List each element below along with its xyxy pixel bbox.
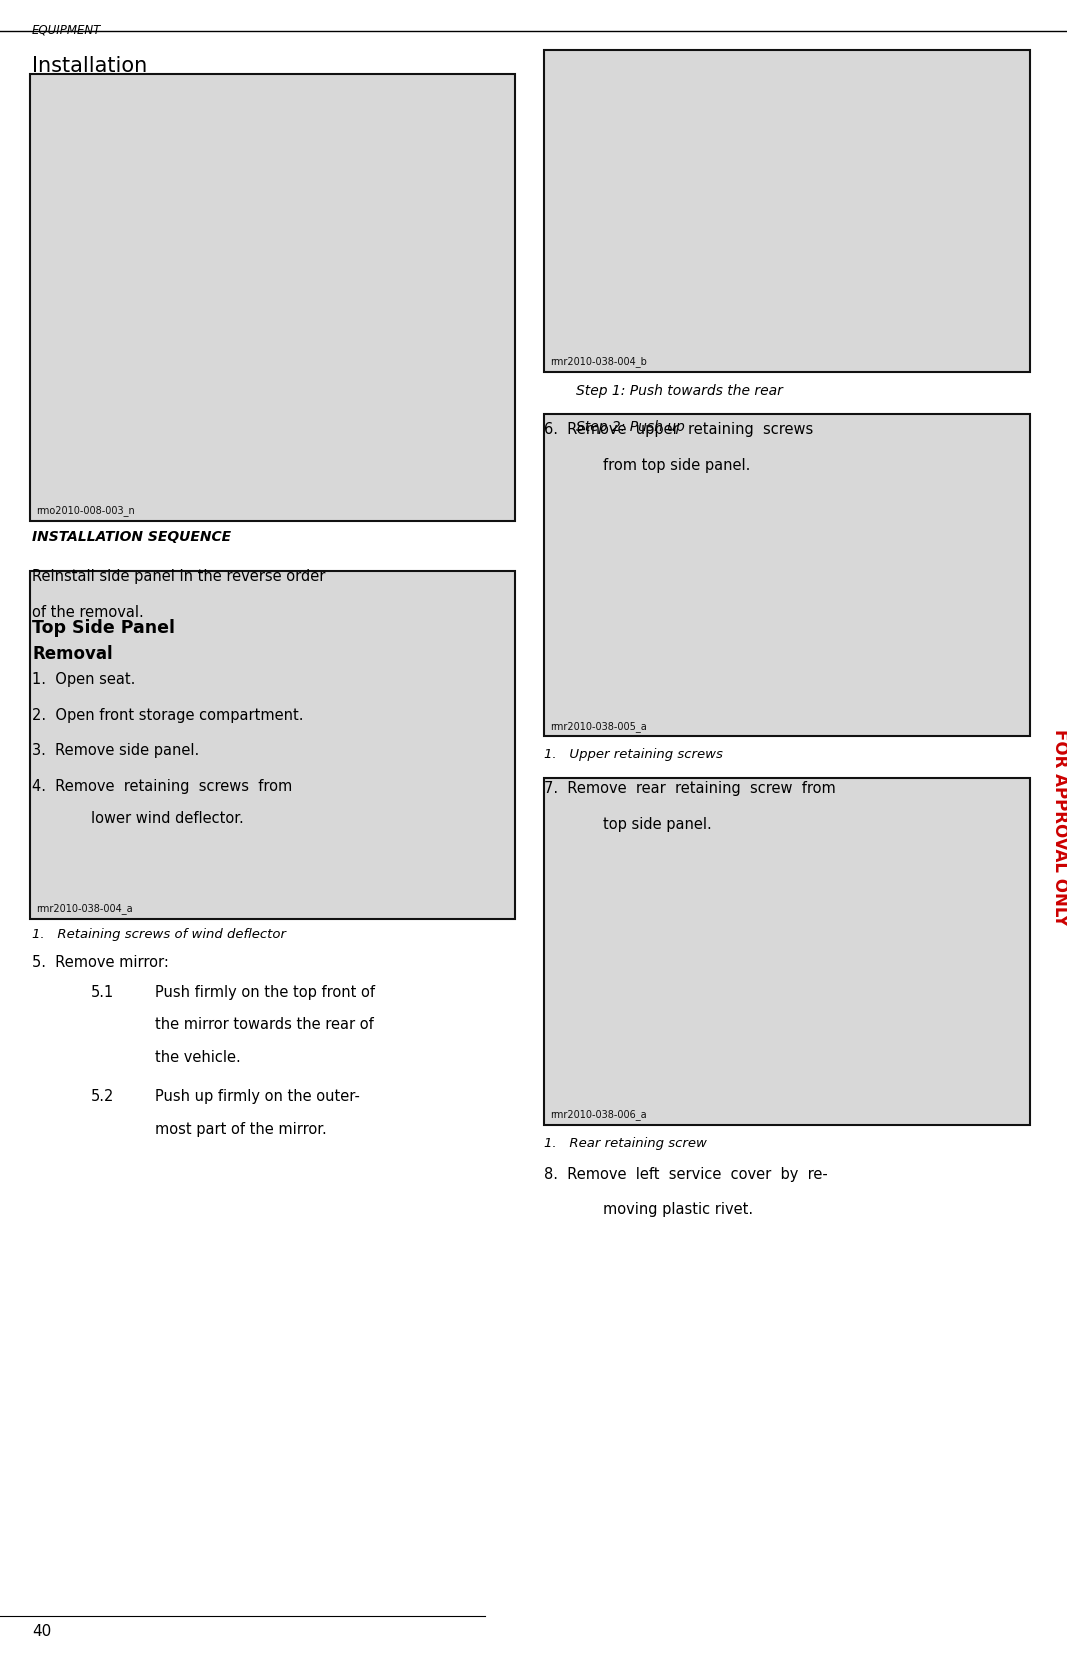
Text: the vehicle.: the vehicle.	[155, 1051, 240, 1066]
Text: the mirror towards the rear of: the mirror towards the rear of	[155, 1018, 373, 1033]
Text: Push up firmly on the outer-: Push up firmly on the outer-	[155, 1089, 360, 1104]
Text: 1.   Upper retaining screws: 1. Upper retaining screws	[544, 748, 723, 761]
Text: 6.  Remove  upper  retaining  screws: 6. Remove upper retaining screws	[544, 422, 813, 437]
Text: rmr2010-038-005_a: rmr2010-038-005_a	[551, 720, 648, 732]
Text: lower wind deflector.: lower wind deflector.	[91, 811, 243, 826]
Text: 8.  Remove  left  service  cover  by  re-: 8. Remove left service cover by re-	[544, 1167, 828, 1182]
Text: rmr2010-038-004_b: rmr2010-038-004_b	[551, 356, 648, 367]
Text: EQUIPMENT: EQUIPMENT	[32, 23, 101, 36]
Text: Removal: Removal	[32, 645, 113, 664]
Text: from top side panel.: from top side panel.	[603, 457, 750, 473]
Text: Step 2: Push up: Step 2: Push up	[576, 420, 685, 434]
Text: 5.  Remove mirror:: 5. Remove mirror:	[32, 955, 169, 970]
Text: moving plastic rivet.: moving plastic rivet.	[603, 1202, 753, 1218]
Text: 5.2: 5.2	[91, 1089, 114, 1104]
Text: most part of the mirror.: most part of the mirror.	[155, 1122, 327, 1137]
Text: 2.  Open front storage compartment.: 2. Open front storage compartment.	[32, 708, 303, 723]
Text: Step 1: Push towards the rear: Step 1: Push towards the rear	[576, 384, 783, 397]
Text: 7.  Remove  rear  retaining  screw  from: 7. Remove rear retaining screw from	[544, 781, 835, 796]
Text: 1.   Retaining screws of wind deflector: 1. Retaining screws of wind deflector	[32, 928, 286, 942]
Text: Installation: Installation	[32, 56, 147, 76]
Text: 4.  Remove  retaining  screws  from: 4. Remove retaining screws from	[32, 778, 292, 794]
FancyBboxPatch shape	[544, 50, 1030, 372]
Text: 1.  Open seat.: 1. Open seat.	[32, 672, 136, 687]
Text: Push firmly on the top front of: Push firmly on the top front of	[155, 985, 375, 1000]
FancyBboxPatch shape	[544, 778, 1030, 1125]
FancyBboxPatch shape	[30, 571, 515, 919]
Text: rmo2010-008-003_n: rmo2010-008-003_n	[36, 505, 136, 516]
Text: top side panel.: top side panel.	[603, 816, 712, 832]
Text: rmr2010-038-004_a: rmr2010-038-004_a	[36, 902, 133, 914]
Text: 5.1: 5.1	[91, 985, 114, 1000]
Text: 3.  Remove side panel.: 3. Remove side panel.	[32, 743, 200, 758]
Text: Top Side Panel: Top Side Panel	[32, 619, 175, 637]
Text: INSTALLATION SEQUENCE: INSTALLATION SEQUENCE	[32, 530, 232, 543]
Text: Reinstall side panel in the reverse order: Reinstall side panel in the reverse orde…	[32, 569, 325, 584]
Text: rmr2010-038-006_a: rmr2010-038-006_a	[551, 1109, 648, 1120]
FancyBboxPatch shape	[30, 74, 515, 521]
Text: FOR APPROVAL ONLY: FOR APPROVAL ONLY	[1051, 728, 1067, 927]
Text: 40: 40	[32, 1625, 51, 1640]
Text: of the removal.: of the removal.	[32, 604, 144, 621]
FancyBboxPatch shape	[544, 414, 1030, 736]
Text: 1.   Rear retaining screw: 1. Rear retaining screw	[544, 1137, 707, 1150]
